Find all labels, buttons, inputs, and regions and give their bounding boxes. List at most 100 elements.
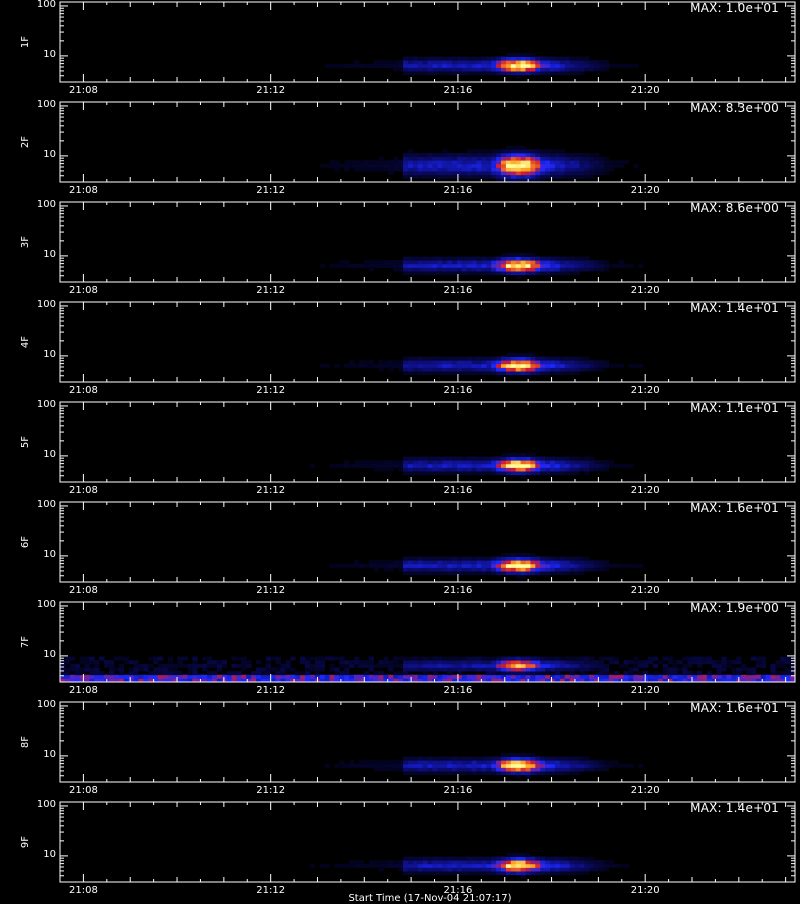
heatmap-cell [584,267,590,272]
heatmap-cell [334,63,340,68]
heatmap-cell [530,256,536,261]
heatmap-cell [148,656,154,661]
heatmap-cell [422,463,428,468]
heatmap-cell [554,860,561,865]
heatmap-cell [398,163,404,168]
heatmap-cell [461,656,468,661]
heatmap-cell [520,163,526,168]
heatmap-cell [393,463,399,468]
heatmap-cell [515,171,521,176]
heatmap-cell [339,678,345,683]
heatmap-cell [520,460,526,465]
heatmap-cell [594,663,600,668]
heatmap-cell [574,678,580,683]
heatmap-cell [456,163,463,168]
heatmap-cell [427,263,433,268]
heatmap-cell [564,767,570,772]
heatmap-cell [540,871,546,876]
heatmap-cell [648,674,654,679]
heatmap-cell [525,674,531,679]
heatmap-cell [564,367,570,372]
heatmap-cell [520,867,526,872]
heatmap-cell [452,174,458,179]
heatmap-cell [486,363,492,368]
heatmap-cell [491,63,497,68]
heatmap-cell [535,471,541,476]
heatmap-cell [133,660,139,665]
heatmap-cell [501,667,507,672]
heatmap-cell [383,163,389,168]
heatmap-cell [417,256,423,261]
heatmap-cell [540,171,546,176]
heatmap-cell [471,160,477,165]
heatmap-cell [505,371,512,376]
heatmap-cell [535,871,541,876]
heatmap-cell [736,671,742,676]
heatmap-cell [300,678,306,683]
heatmap-cell [530,174,536,179]
heatmap-cell [236,663,242,668]
heatmap-cell [403,867,409,872]
heatmap-cell [721,660,727,665]
heatmap-cell [236,671,242,676]
heatmap-cell [545,163,551,168]
heatmap-cell [525,571,531,576]
heatmap-cell [491,767,497,772]
heatmap-cell [290,656,296,661]
heatmap-cell [554,56,561,61]
heatmap-cell [407,856,414,861]
heatmap-cell [354,656,360,661]
spectrogram-plot [59,801,796,883]
heatmap-cell [251,671,257,676]
heatmap-cell [501,256,507,261]
heatmap-cell [584,767,590,772]
heatmap-cell [422,360,428,365]
heatmap-cell [584,660,590,665]
heatmap-cell [113,674,120,679]
heatmap-cell [775,671,781,676]
heatmap-cell [481,456,487,461]
heatmap-cell [530,674,536,679]
heatmap-cell [564,771,570,776]
heatmap-cell [447,360,453,365]
heatmap-cell [589,760,595,765]
heatmap-cell [486,863,492,868]
heatmap-cell [589,563,595,568]
heatmap-cell [491,152,497,157]
heatmap-cell [628,463,634,468]
heatmap-cell [432,174,438,179]
heatmap-cell [515,471,521,476]
heatmap-cell [569,763,575,768]
heatmap-cell [447,160,453,165]
heatmap-cell [540,567,546,572]
heatmap-cell [383,263,389,268]
heatmap-cell [550,860,556,865]
heatmap-cell [510,763,517,768]
heatmap-cell [422,667,428,672]
heatmap-cell [535,671,541,676]
heatmap-cell [398,767,404,772]
heatmap-cell [574,760,580,765]
heatmap-cell [540,667,546,672]
heatmap-cell [358,863,365,868]
heatmap-cell [471,563,477,568]
heatmap-cell [515,271,521,276]
heatmap-cell [540,856,546,861]
heatmap-cell [486,163,492,168]
heatmap-cell [559,152,566,157]
heatmap-cell [447,563,453,568]
heatmap-cell [525,767,531,772]
heatmap-cell [559,163,566,168]
heatmap-cell [285,674,291,679]
heatmap-cell [535,360,541,365]
heatmap-cell [628,660,634,665]
heatmap-cell [403,674,409,679]
heatmap-cell [412,660,419,665]
heatmap-cell [481,756,487,761]
heatmap-cell [574,63,580,68]
heatmap-cell [589,167,595,172]
heatmap-cell [216,678,223,683]
heatmap-cell [491,863,497,868]
heatmap-cell [437,756,443,761]
heatmap-cell [520,556,526,561]
